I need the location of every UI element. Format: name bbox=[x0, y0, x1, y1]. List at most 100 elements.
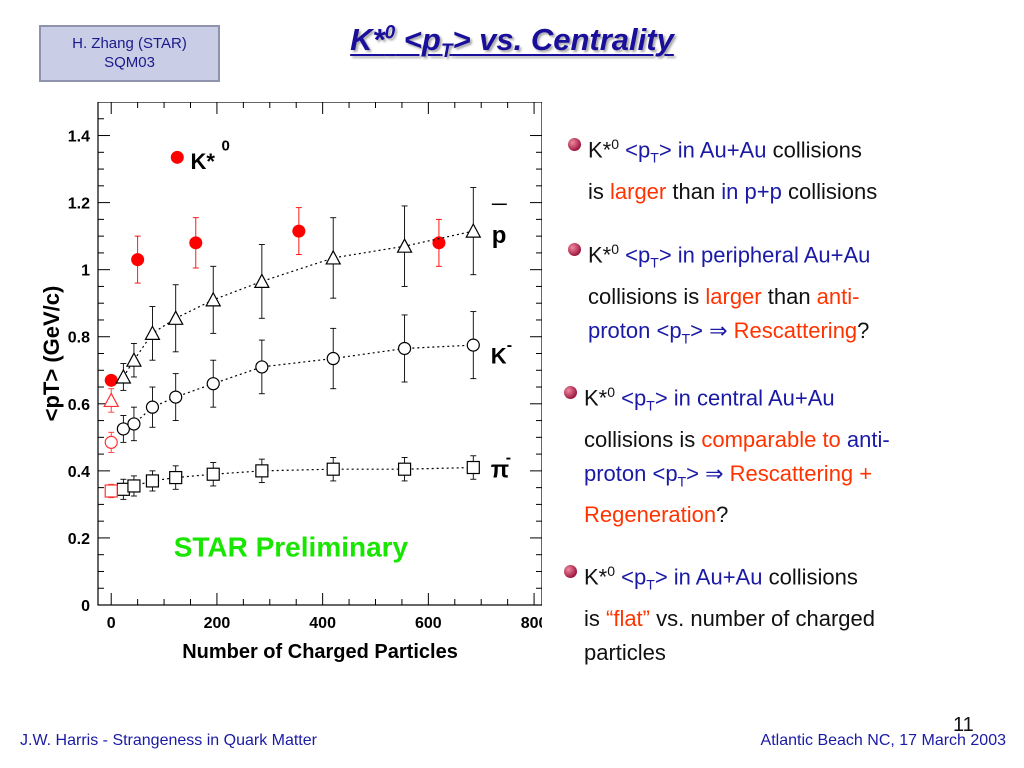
bullet-text: ? bbox=[857, 317, 870, 343]
point-piminus bbox=[127, 479, 141, 493]
y-tick-label: 1 bbox=[81, 263, 90, 280]
title-sub: T bbox=[440, 41, 453, 63]
x-tick-label: 200 bbox=[204, 615, 231, 632]
point-pp-piminus bbox=[104, 484, 118, 498]
bullet-text: larger bbox=[705, 283, 762, 309]
point-kminus bbox=[145, 400, 160, 414]
title-suffix: > vs. Centrality bbox=[452, 22, 674, 57]
point-kminus bbox=[397, 341, 412, 356]
bullet-text: ? bbox=[716, 502, 729, 528]
bullet-text: collisions bbox=[766, 137, 862, 163]
y-tick-label: 0.4 bbox=[68, 464, 90, 481]
bullet-text: T bbox=[650, 254, 659, 271]
bullet-dot-icon bbox=[564, 386, 577, 399]
bullet-text: “flat” bbox=[606, 605, 650, 631]
point-pbar bbox=[325, 249, 342, 265]
point-pbar bbox=[167, 310, 184, 325]
point-kminus bbox=[206, 377, 220, 391]
bullet-text: collisions is bbox=[588, 283, 706, 309]
label-piminus-sup: - bbox=[506, 449, 511, 466]
point-pbar bbox=[465, 222, 482, 238]
point-kstar bbox=[292, 224, 306, 238]
mean-pt-chart: 0 0.2 0.4 0.6 0.8 1 1.2 1.4 0 200 400 600 800 Number … bbox=[42, 102, 542, 663]
x-tick-label: 800 bbox=[521, 615, 542, 632]
point-kminus bbox=[326, 351, 340, 366]
y-tick-label: 0 bbox=[81, 598, 90, 615]
point-kminus bbox=[116, 422, 130, 436]
bullet-text: T bbox=[677, 473, 687, 490]
bullet-text: <p bbox=[615, 385, 647, 411]
bullet-text: <p bbox=[615, 564, 647, 590]
bullet-text: > ⇒ bbox=[690, 317, 734, 343]
point-piminus bbox=[397, 462, 412, 476]
bullet-text: T bbox=[646, 397, 655, 414]
point-pbar bbox=[125, 351, 142, 367]
bullet-item: K*0 <pT> in central Au+Au collisions is c… bbox=[564, 375, 890, 532]
x-tick-label: 400 bbox=[309, 615, 336, 632]
label-kminus-sup: - bbox=[507, 337, 512, 354]
footer-right: Atlantic Beach NC, 17 March 2003 bbox=[760, 732, 1006, 749]
bullet-text: larger bbox=[610, 178, 667, 204]
bullet-item: K*0 <pT> in Au+Au collisions is larger th… bbox=[568, 127, 878, 209]
bullet-text: K* bbox=[584, 564, 608, 590]
bullet-text: is bbox=[584, 605, 606, 631]
bullet-text: K* bbox=[588, 242, 612, 268]
bullet-text: vs. number of charged bbox=[650, 605, 876, 631]
point-piminus bbox=[255, 464, 269, 478]
bullet-text: > in central Au+Au bbox=[654, 385, 835, 411]
legend-label-kstar-sup: 0 bbox=[222, 138, 230, 155]
bullet-text: 0 bbox=[611, 241, 620, 257]
point-piminus bbox=[145, 474, 160, 488]
watermark-text: STAR Preliminary bbox=[174, 531, 409, 562]
bullet-text: <p bbox=[619, 137, 651, 163]
point-kstar bbox=[131, 253, 145, 267]
credit-author: H. Zhang (STAR) bbox=[72, 35, 187, 52]
title-sup: 0 bbox=[384, 22, 396, 44]
bullet-text: in p+p bbox=[721, 178, 782, 204]
bullet-text: Rescattering bbox=[733, 317, 858, 343]
point-pp-kminus bbox=[104, 435, 118, 449]
label-pbar: p bbox=[492, 222, 507, 249]
footer-left: J.W. Harris - Strangeness in Quark Matte… bbox=[20, 732, 317, 749]
bullet-text: > in Au+Au bbox=[654, 564, 763, 590]
bullet-text: Rescattering + bbox=[729, 460, 873, 486]
point-kstar bbox=[189, 236, 203, 250]
point-kminus bbox=[466, 338, 480, 352]
bullet-text: than bbox=[666, 178, 722, 204]
bullet-text: than bbox=[761, 283, 817, 309]
bullet-item: K*0 <pT> in peripheral Au+Au collisions i… bbox=[568, 232, 870, 355]
bullet-text: anti- bbox=[846, 426, 890, 452]
point-pp-pbar bbox=[103, 392, 120, 408]
point-piminus bbox=[169, 470, 183, 485]
bullet-text: 0 bbox=[607, 384, 616, 400]
bullet-text: proton <p bbox=[588, 317, 682, 343]
title-prefix: K* bbox=[350, 22, 385, 57]
bullet-text: T bbox=[681, 330, 691, 347]
legend-marker-kstar bbox=[170, 150, 184, 164]
page-number: 11 bbox=[953, 714, 974, 736]
legend-label-kstar: K* bbox=[191, 149, 216, 174]
title-mid: <p bbox=[395, 22, 441, 57]
point-pbar bbox=[115, 368, 132, 384]
bullet-text: collisions bbox=[781, 178, 878, 204]
point-pbar bbox=[396, 237, 413, 253]
point-piminus bbox=[206, 467, 220, 481]
x-axis-title: Number of Charged Particles bbox=[182, 641, 458, 663]
label-piminus: π bbox=[491, 457, 509, 484]
point-pbar bbox=[205, 291, 222, 307]
bullet-dot-icon bbox=[564, 565, 577, 578]
bullet-text: is bbox=[588, 178, 610, 204]
y-tick-label: 1.2 bbox=[68, 196, 90, 213]
point-piminus bbox=[326, 462, 340, 476]
bullet-text: proton <p bbox=[584, 460, 678, 486]
point-kminus bbox=[127, 417, 141, 431]
bullet-text: collisions is bbox=[584, 426, 702, 452]
bullet-text: particles bbox=[584, 639, 666, 665]
x-tick-label: 0 bbox=[107, 615, 116, 632]
point-kminus bbox=[255, 360, 269, 374]
point-kstar bbox=[432, 236, 446, 250]
point-kminus bbox=[169, 390, 183, 404]
bullet-text: comparable to bbox=[701, 426, 841, 452]
bullet-text: 0 bbox=[611, 136, 620, 152]
plot-frame bbox=[97, 102, 542, 606]
